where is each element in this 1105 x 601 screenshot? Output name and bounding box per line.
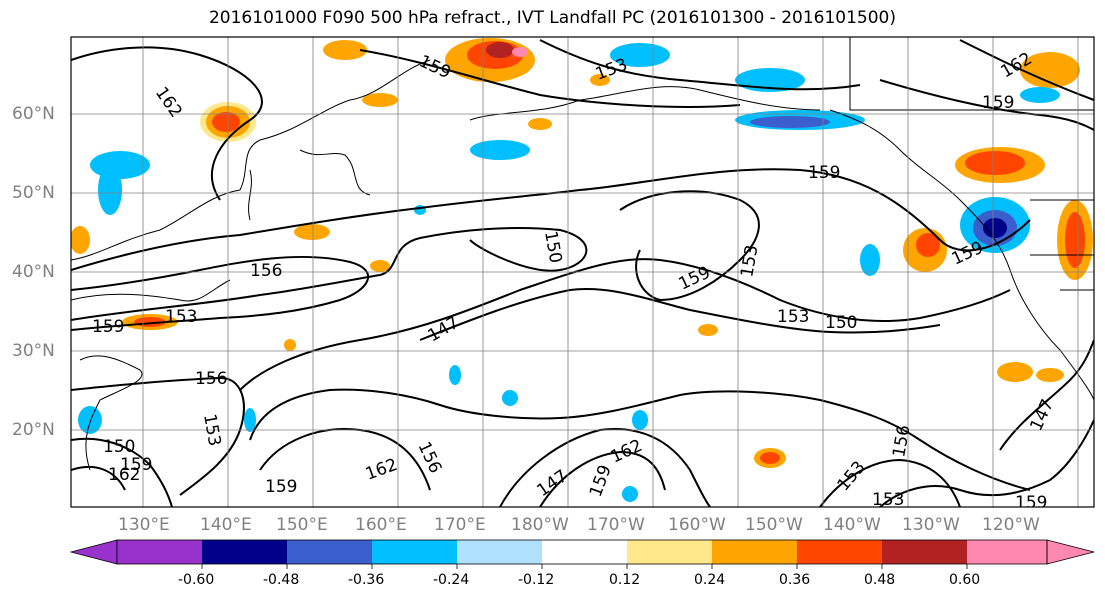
colorbar	[69, 539, 1095, 569]
contour-label: 159	[265, 477, 297, 497]
colorbar-segment	[967, 540, 1047, 564]
colorbar-segment	[542, 540, 627, 564]
colorbar-extend-left	[69, 539, 118, 565]
colorbar-segment	[627, 540, 712, 564]
colorbar-tick-label: -0.48	[263, 572, 300, 588]
colorbar-segment	[712, 540, 797, 564]
lon-label: 150°E	[276, 515, 328, 535]
lat-label: 40°N	[12, 262, 55, 282]
colorbar-extend-right	[1046, 539, 1095, 565]
contour-label: 150	[103, 437, 135, 457]
coastlines	[71, 37, 1094, 471]
lon-label: 130°E	[118, 515, 170, 535]
map-frame	[70, 36, 1095, 508]
colorbar-tick-label: 0.24	[694, 572, 726, 588]
colorbar-tick-label: 0.36	[779, 572, 811, 588]
colorbar-tick-label: -0.12	[518, 572, 555, 588]
lon-label: 140°E	[200, 515, 252, 535]
lon-label: 170°W	[587, 515, 645, 535]
colorbar-segment	[287, 540, 372, 564]
colorbar-segment	[372, 540, 457, 564]
lon-label: 120°W	[982, 515, 1040, 535]
lat-label: 60°N	[12, 104, 55, 124]
colorbar-tick-label: -0.36	[348, 572, 385, 588]
lon-label: 150°W	[745, 515, 803, 535]
lat-label: 20°N	[12, 420, 55, 440]
contour-label: 156	[195, 369, 227, 389]
colorbar-tick-label: -0.60	[178, 572, 215, 588]
contour-label: 159	[982, 93, 1014, 113]
colorbar-tick-label: 0.60	[949, 572, 981, 588]
lon-label: 170°E	[434, 515, 486, 535]
colorbar-segment	[882, 540, 967, 564]
contour-label: 153	[777, 307, 809, 327]
contour-label: 159	[120, 455, 152, 475]
map-panel: 162 159 153 162 159 159 159 156 150 159 …	[71, 37, 1094, 513]
lon-label: 160°E	[355, 515, 407, 535]
colorbar-tick-label: 0.12	[609, 572, 641, 588]
lat-label: 30°N	[12, 341, 55, 361]
contour-label: 162	[108, 465, 140, 485]
contour-label: 156	[250, 261, 282, 281]
colorbar-segment	[117, 540, 202, 564]
lon-label: 160°W	[668, 515, 726, 535]
refractivity-contours	[71, 39, 1094, 507]
gridlines	[71, 37, 1094, 507]
contour-labels: 162 159 153 162 159 159 159 156 150 159 …	[92, 49, 1058, 513]
contour-label: 159	[1015, 493, 1047, 513]
colorbar-segment	[202, 540, 287, 564]
colorbar-segment	[457, 540, 542, 564]
lat-label: 50°N	[12, 183, 55, 203]
contour-label: 153	[165, 307, 197, 327]
map-title: 2016101000 F090 500 hPa refract., IVT La…	[208, 8, 896, 28]
contour-label: 159	[808, 163, 840, 183]
lon-label: 130°W	[902, 515, 960, 535]
lon-label: 180°W	[511, 515, 569, 535]
contour-label: 150	[825, 313, 857, 333]
lon-label: 140°W	[823, 515, 881, 535]
colorbar-tick-label: -0.24	[433, 572, 470, 588]
colorbar-tick-label: 0.48	[864, 572, 896, 588]
contour-label: 159	[92, 317, 124, 337]
colorbar-segment	[797, 540, 882, 564]
contour-label: 153	[872, 490, 904, 510]
